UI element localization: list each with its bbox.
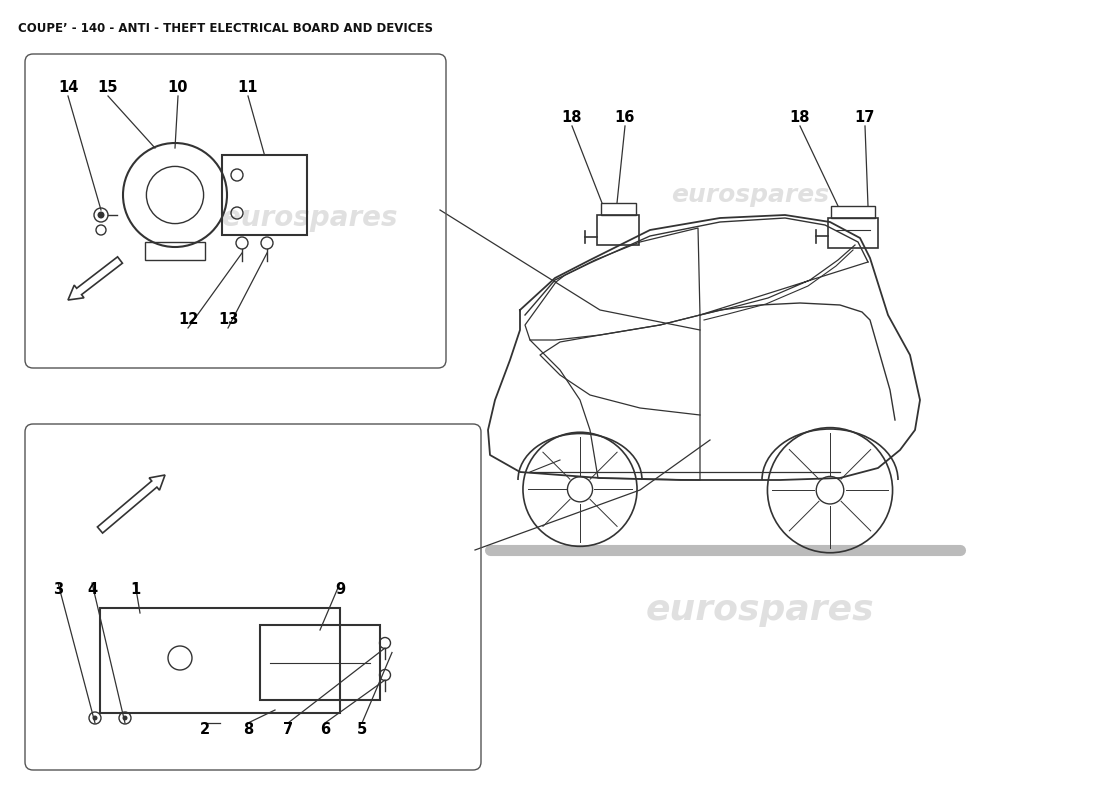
Text: COUPE’ - 140 - ANTI - THEFT ELECTRICAL BOARD AND DEVICES: COUPE’ - 140 - ANTI - THEFT ELECTRICAL B…: [18, 22, 433, 35]
Circle shape: [92, 715, 98, 721]
Bar: [830, 206, 874, 218]
Text: 18: 18: [562, 110, 582, 126]
Text: 16: 16: [615, 110, 635, 126]
Text: eurospares: eurospares: [222, 204, 398, 232]
Circle shape: [122, 715, 128, 721]
Bar: [100, 608, 340, 713]
Text: 9: 9: [334, 582, 345, 598]
Text: 11: 11: [238, 81, 258, 95]
Text: eurospares: eurospares: [646, 593, 874, 627]
Text: eurospares: eurospares: [671, 183, 829, 207]
Bar: [222, 155, 307, 235]
Text: 18: 18: [790, 110, 811, 126]
Text: 3: 3: [53, 582, 63, 598]
Text: 1: 1: [130, 582, 140, 598]
Text: 5: 5: [356, 722, 367, 738]
Text: 13: 13: [218, 313, 239, 327]
Text: 17: 17: [855, 110, 876, 126]
Text: 10: 10: [167, 81, 188, 95]
Text: 15: 15: [98, 81, 119, 95]
FancyArrow shape: [68, 257, 122, 300]
Text: 8: 8: [243, 722, 253, 738]
Text: 4: 4: [87, 582, 97, 598]
Bar: [597, 215, 639, 245]
Bar: [145, 242, 205, 260]
Bar: [260, 625, 379, 700]
Text: 6: 6: [320, 722, 330, 738]
Text: 2: 2: [200, 722, 210, 738]
Text: 12: 12: [178, 313, 198, 327]
Text: 7: 7: [283, 722, 293, 738]
Text: 14: 14: [58, 81, 78, 95]
Bar: [828, 218, 878, 248]
Bar: [601, 203, 636, 215]
Circle shape: [98, 211, 104, 218]
FancyArrow shape: [98, 475, 165, 533]
